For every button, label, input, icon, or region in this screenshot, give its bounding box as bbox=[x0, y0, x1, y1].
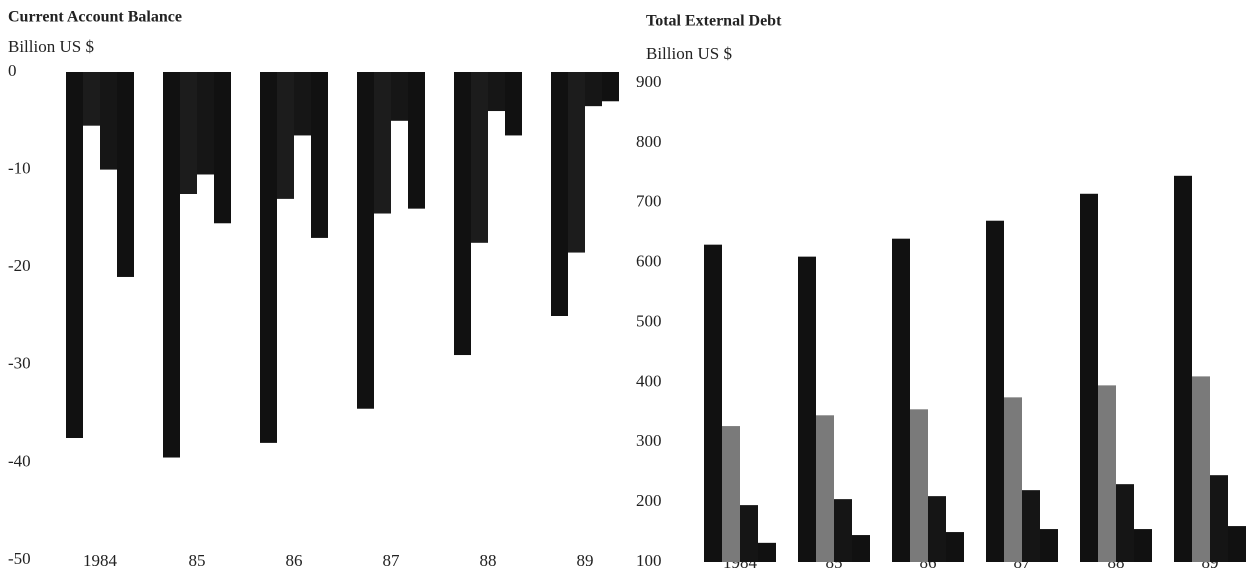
bar bbox=[740, 505, 758, 562]
bar bbox=[83, 72, 100, 126]
bar bbox=[100, 72, 117, 170]
bar bbox=[488, 72, 505, 112]
y-tick-label: 600 bbox=[636, 252, 662, 271]
bar bbox=[551, 72, 568, 316]
bar bbox=[1080, 193, 1098, 563]
bar bbox=[1040, 529, 1058, 562]
bar bbox=[277, 72, 294, 199]
bar bbox=[1134, 529, 1152, 562]
bar bbox=[816, 415, 834, 562]
x-tick-label: 85 bbox=[189, 551, 206, 570]
bar bbox=[505, 72, 522, 136]
bar bbox=[1004, 397, 1022, 562]
y-tick-label: 400 bbox=[636, 371, 662, 390]
bar bbox=[852, 535, 870, 562]
bar bbox=[758, 542, 776, 562]
y-tick-label: 500 bbox=[636, 311, 662, 330]
bar bbox=[117, 72, 134, 277]
y-tick-label: 900 bbox=[636, 72, 662, 91]
bar bbox=[585, 72, 602, 107]
bar bbox=[798, 256, 816, 562]
y-tick-label: 200 bbox=[636, 491, 662, 510]
bar bbox=[454, 72, 471, 356]
y-tick-label: -10 bbox=[8, 159, 31, 178]
bar bbox=[1192, 376, 1210, 562]
bar bbox=[374, 72, 391, 214]
bar bbox=[986, 220, 1004, 562]
y-tick-label: 800 bbox=[636, 132, 662, 151]
bar bbox=[892, 238, 910, 563]
bar bbox=[260, 72, 277, 443]
bar bbox=[928, 496, 946, 562]
chart-title: Total External Debt bbox=[646, 13, 782, 30]
bar bbox=[180, 72, 197, 194]
chart-title: Current Account Balance bbox=[8, 9, 182, 26]
bar bbox=[910, 409, 928, 562]
y-axis-label: Billion US $ bbox=[646, 44, 732, 63]
x-tick-label: 1984 bbox=[83, 551, 118, 570]
bar bbox=[834, 499, 852, 562]
bar bbox=[66, 72, 83, 438]
bar bbox=[163, 72, 180, 458]
bar bbox=[311, 72, 328, 238]
x-tick-label: 86 bbox=[286, 551, 303, 570]
bar bbox=[1174, 175, 1192, 562]
bar bbox=[357, 72, 374, 409]
y-tick-label: 700 bbox=[636, 192, 662, 211]
y-tick-label: 300 bbox=[636, 431, 662, 450]
bar bbox=[1116, 484, 1134, 562]
bar bbox=[408, 72, 425, 209]
y-axis-label: Billion US $ bbox=[8, 37, 94, 56]
y-tick-label: 100 bbox=[636, 551, 662, 570]
y-tick-label: -40 bbox=[8, 451, 31, 470]
y-tick-label: -50 bbox=[8, 549, 31, 568]
bar bbox=[197, 72, 214, 175]
bar bbox=[294, 72, 311, 136]
x-tick-label: 87 bbox=[383, 551, 401, 570]
bar bbox=[471, 72, 488, 243]
bar bbox=[568, 72, 585, 253]
bar bbox=[391, 72, 408, 121]
bar bbox=[1022, 490, 1040, 562]
y-tick-label: 0 bbox=[8, 61, 17, 80]
bar bbox=[214, 72, 231, 224]
bar bbox=[1098, 385, 1116, 562]
y-tick-label: -20 bbox=[8, 256, 31, 275]
bar bbox=[1210, 475, 1228, 562]
bar bbox=[1228, 526, 1246, 562]
x-tick-label: 89 bbox=[577, 551, 594, 570]
bar bbox=[722, 426, 740, 562]
bar bbox=[946, 532, 964, 562]
x-tick-label: 88 bbox=[480, 551, 497, 570]
y-tick-label: -30 bbox=[8, 354, 31, 373]
bar bbox=[602, 72, 619, 102]
bar bbox=[704, 244, 722, 562]
